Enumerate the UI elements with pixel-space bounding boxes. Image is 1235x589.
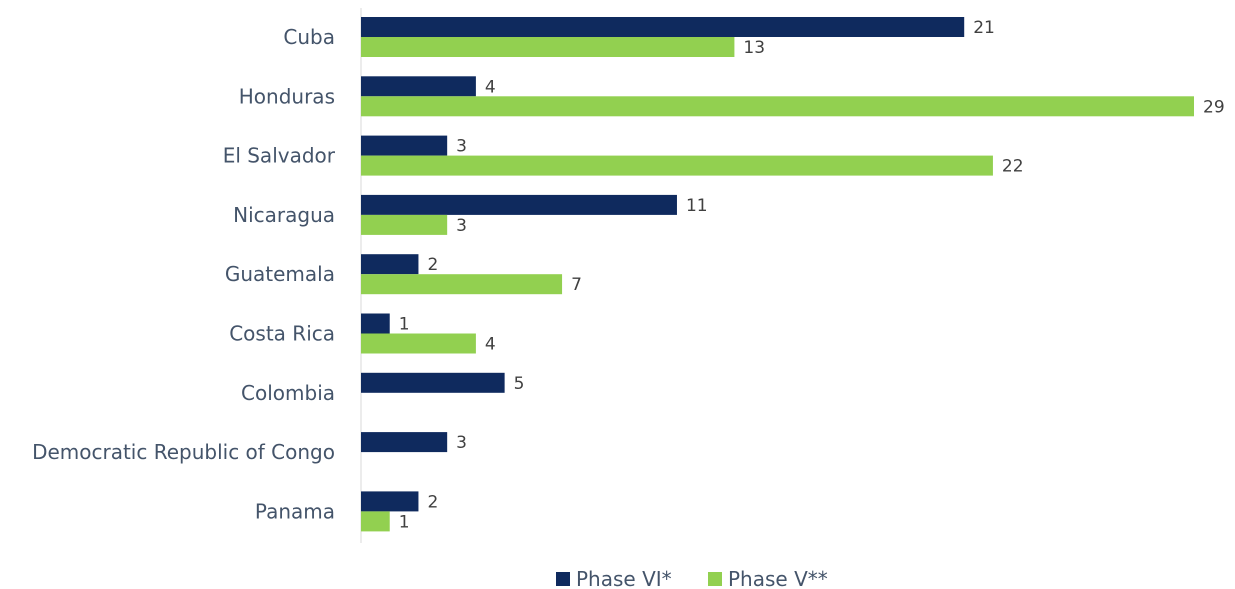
category-label-cuba: Cuba: [283, 25, 335, 49]
bar-phase-vi-colombia: [361, 372, 505, 393]
bar-phase-vi-democratic-republic-of-congo: [361, 432, 448, 453]
data-label-phase-v-costa-rica: 4: [485, 335, 496, 355]
data-label-phase-vi-costa-rica: 1: [399, 315, 410, 335]
bar-phase-vi-cuba: [361, 17, 965, 37]
data-label-phase-vi-panama: 2: [427, 492, 438, 512]
bar-phase-vi-el-salvador: [361, 135, 448, 156]
data-label-phase-v-guatemala: 7: [571, 275, 582, 295]
bar-phase-v-panama: [361, 511, 390, 532]
data-label-phase-vi-democratic-republic-of-congo: 3: [456, 433, 467, 453]
category-label-colombia: Colombia: [241, 381, 335, 405]
bar-phase-v-cuba: [361, 37, 735, 57]
data-label-phase-v-panama: 1: [399, 512, 410, 532]
data-label-phase-v-nicaragua: 3: [456, 216, 467, 236]
category-label-el-salvador: El Salvador: [223, 144, 336, 168]
bar-phase-v-honduras: [361, 96, 1194, 117]
bar-phase-vi-guatemala: [361, 254, 419, 275]
category-label-honduras: Honduras: [239, 84, 335, 108]
legend-label-phase-vi: Phase VI*: [576, 567, 672, 589]
category-label-democratic-republic-of-congo: Democratic Republic of Congo: [32, 440, 335, 464]
legend-swatch-phase-v: [708, 572, 722, 586]
legend-label-phase-v: Phase V**: [728, 567, 828, 589]
data-label-phase-vi-colombia: 5: [514, 374, 525, 394]
data-label-phase-vi-el-salvador: 3: [456, 137, 467, 157]
category-label-guatemala: Guatemala: [225, 262, 335, 286]
bar-phase-v-guatemala: [361, 274, 563, 295]
bar-phase-vi-panama: [361, 491, 419, 512]
legend-swatch-phase-vi: [556, 572, 570, 586]
data-label-phase-v-cuba: 13: [743, 38, 765, 58]
bar-phase-v-el-salvador: [361, 155, 993, 176]
data-label-phase-v-el-salvador: 22: [1002, 157, 1024, 177]
data-label-phase-vi-cuba: 21: [973, 18, 995, 38]
data-label-phase-vi-nicaragua: 11: [686, 196, 708, 216]
category-label-costa-rica: Costa Rica: [229, 322, 335, 346]
bar-phase-v-nicaragua: [361, 214, 448, 235]
data-label-phase-vi-honduras: 4: [485, 77, 496, 97]
category-label-nicaragua: Nicaragua: [233, 203, 335, 227]
data-label-phase-v-honduras: 29: [1203, 97, 1225, 117]
legend: Phase VI* Phase V**: [556, 567, 828, 589]
bars: [361, 17, 1194, 532]
bar-phase-vi-nicaragua: [361, 194, 677, 215]
bar-phase-vi-honduras: [361, 76, 476, 97]
data-label-phase-vi-guatemala: 2: [427, 255, 438, 275]
category-label-panama: Panama: [255, 499, 335, 523]
bar-phase-v-costa-rica: [361, 333, 476, 354]
category-labels: Cuba Honduras El Salvador Nicaragua Guatemal…: [32, 25, 336, 523]
bar-phase-vi-costa-rica: [361, 313, 390, 334]
